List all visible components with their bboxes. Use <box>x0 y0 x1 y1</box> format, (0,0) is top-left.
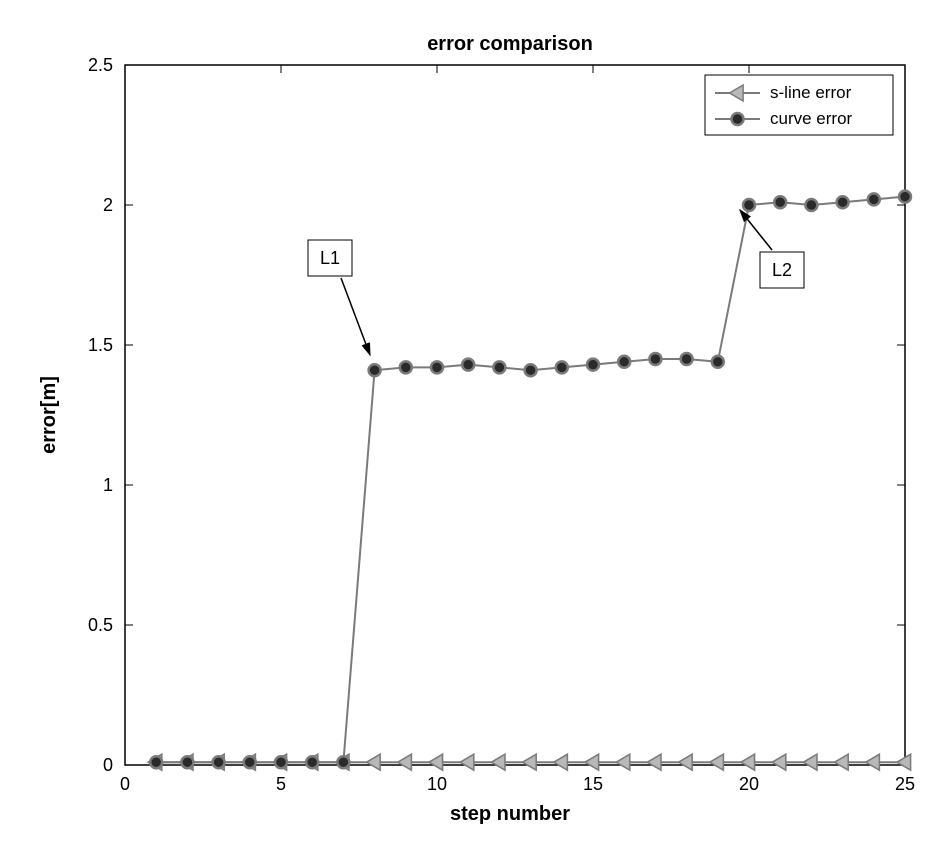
legend: s-line error curve error <box>705 75 893 135</box>
svg-text:2: 2 <box>103 195 113 215</box>
chart-svg: error comparison 0 5 10 15 20 25 0 0.5 1 1.5 2 2.5… <box>20 20 929 831</box>
chart-title: error comparison <box>427 33 593 55</box>
x-axis-label: step number <box>450 803 570 825</box>
svg-text:0: 0 <box>103 755 113 775</box>
svg-text:s-line error: s-line error <box>770 83 852 102</box>
plot-area <box>125 65 905 765</box>
error-chart: error comparison 0 5 10 15 20 25 0 0.5 1 1.5 2 2.5… <box>20 20 929 831</box>
svg-text:1: 1 <box>103 475 113 495</box>
svg-text:0.5: 0.5 <box>88 615 113 635</box>
svg-text:L2: L2 <box>772 260 792 280</box>
y-axis-label: error[m] <box>38 376 60 454</box>
svg-text:5: 5 <box>276 774 286 794</box>
svg-text:L1: L1 <box>320 248 340 268</box>
svg-text:0: 0 <box>120 774 130 794</box>
svg-text:15: 15 <box>583 774 603 794</box>
svg-text:25: 25 <box>895 774 915 794</box>
svg-text:2.5: 2.5 <box>88 55 113 75</box>
svg-text:1.5: 1.5 <box>88 335 113 355</box>
svg-text:20: 20 <box>739 774 759 794</box>
svg-text:10: 10 <box>427 774 447 794</box>
svg-text:curve error: curve error <box>770 109 853 128</box>
